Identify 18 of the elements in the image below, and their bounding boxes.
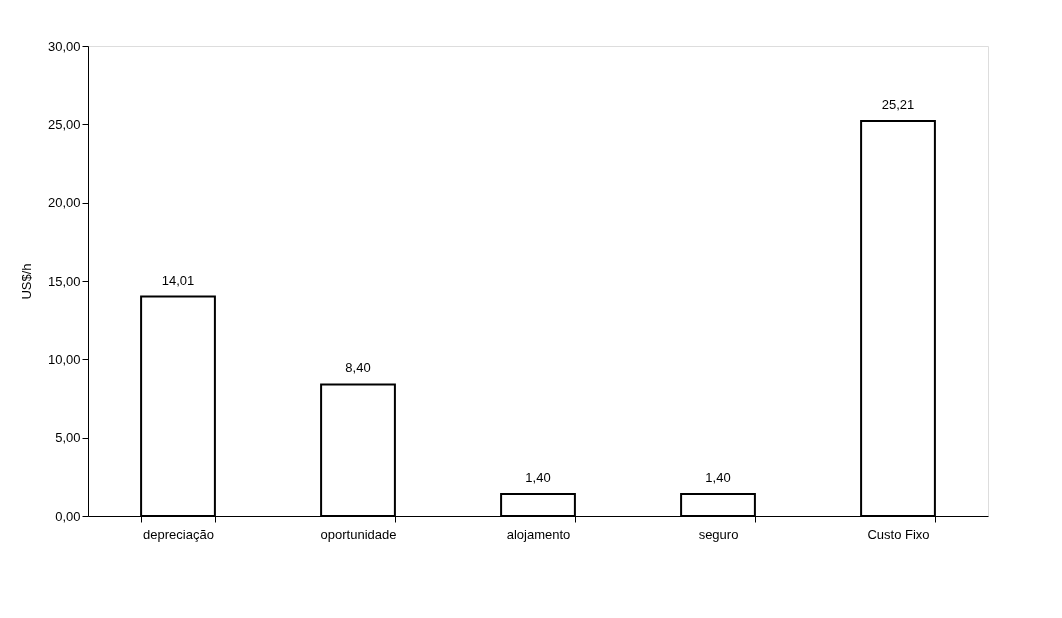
data-label: 8,40 [345,360,371,376]
data-label: 25,21 [881,97,915,113]
y-tick-label: 20,00 [47,195,81,211]
x-tick-label: oportunidade [320,526,397,542]
y-axis-title: US$/h [18,263,34,300]
y-tick-label: 25,00 [47,116,81,132]
y-tick-label: 10,00 [47,351,81,367]
y-tick-label: 15,00 [47,273,81,289]
y-tick-label: 30,00 [47,38,81,54]
data-label: 14,01 [161,272,195,288]
x-tick-label: depreciação [143,526,214,542]
data-label: 1,40 [525,470,551,486]
y-tick-label: 5,00 [55,430,81,446]
y-tick-label: 0,00 [55,508,81,524]
x-tick-label: alojamento [506,526,571,542]
data-label: 1,40 [705,470,731,486]
x-tick-label: seguro [698,526,739,542]
x-tick-label: Custo Fixo [867,526,930,542]
